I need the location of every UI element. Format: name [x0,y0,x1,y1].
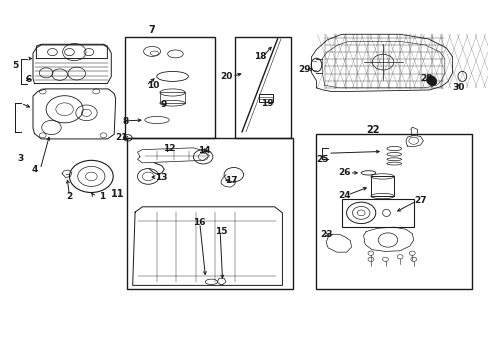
Bar [341,199,413,227]
Text: 11: 11 [111,189,124,199]
Text: 27: 27 [413,196,426,205]
Text: 24: 24 [337,190,350,199]
Text: 26: 26 [337,168,350,177]
Bar [259,94,272,102]
Text: 17: 17 [224,176,237,185]
Bar [160,93,185,103]
Text: 5: 5 [12,61,18,70]
Bar [316,134,471,289]
Text: 19: 19 [261,99,274,108]
Text: 1: 1 [99,192,105,201]
Text: 28: 28 [420,74,432,83]
Text: 30: 30 [451,83,464,92]
Text: 13: 13 [154,173,167,182]
Text: 21: 21 [115,133,127,142]
Text: 4: 4 [31,165,38,174]
Text: 6: 6 [25,75,31,84]
Text: 15: 15 [215,227,227,236]
Text: 3: 3 [18,154,24,163]
Bar [125,37,215,138]
Text: 18: 18 [253,52,266,61]
Text: 22: 22 [366,125,379,135]
Text: 12: 12 [163,144,175,153]
Text: 7: 7 [148,25,155,35]
Bar [370,176,393,196]
Text: 23: 23 [319,230,332,239]
Bar [126,138,292,289]
Text: 10: 10 [147,81,160,90]
Text: 9: 9 [160,100,166,109]
Bar [234,37,290,138]
Text: 8: 8 [122,117,128,126]
Text: 29: 29 [297,66,310,75]
Text: 25: 25 [315,155,328,164]
Ellipse shape [426,76,436,86]
Text: 14: 14 [198,146,210,155]
Text: 20: 20 [220,72,232,81]
Text: 16: 16 [193,219,205,228]
Text: 2: 2 [66,192,72,201]
